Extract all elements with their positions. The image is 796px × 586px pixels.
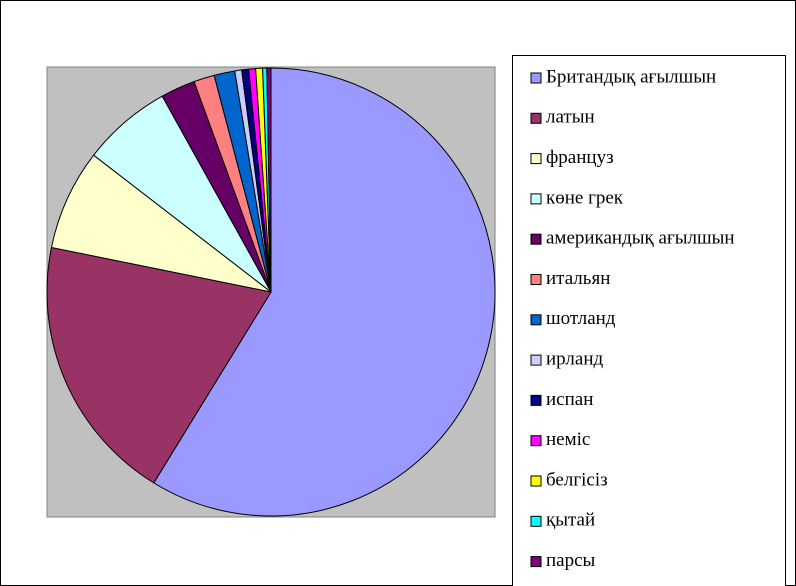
legend-swatch [530,314,542,326]
legend-swatch [530,475,542,487]
pie-slice [46,246,272,484]
legend-swatch [530,153,542,165]
legend-label: парсы [546,550,596,571]
legend-label: латын [546,107,595,128]
legend-label: көне грек [546,187,624,208]
legend-label: француз [546,147,614,168]
legend-swatch [530,435,542,447]
legend-swatch [530,72,542,84]
pie-slice [153,67,496,517]
legend-swatch [530,193,542,205]
legend-swatch [530,515,542,527]
legend-label: американдық ағылшын [546,228,735,249]
legend-swatch [530,274,542,285]
legend-label: ирланд [546,348,604,369]
legend-label: Британдық ағылшын [546,66,716,87]
legend-label: итальян [546,268,610,289]
legend-label: шотланд [546,308,616,329]
legend-swatch [530,233,542,245]
legend-label: испан [546,389,593,410]
legend-label: қытай [546,510,595,531]
pie-slice [266,67,272,293]
legend-swatch [530,354,542,366]
legend-box [512,55,786,586]
legend-label: белгісіз [546,469,608,490]
legend-swatch [530,394,542,406]
pie-slice [50,154,272,293]
legend-label: неміс [546,429,590,450]
legend-swatch [530,556,542,568]
legend-swatch [530,112,542,124]
